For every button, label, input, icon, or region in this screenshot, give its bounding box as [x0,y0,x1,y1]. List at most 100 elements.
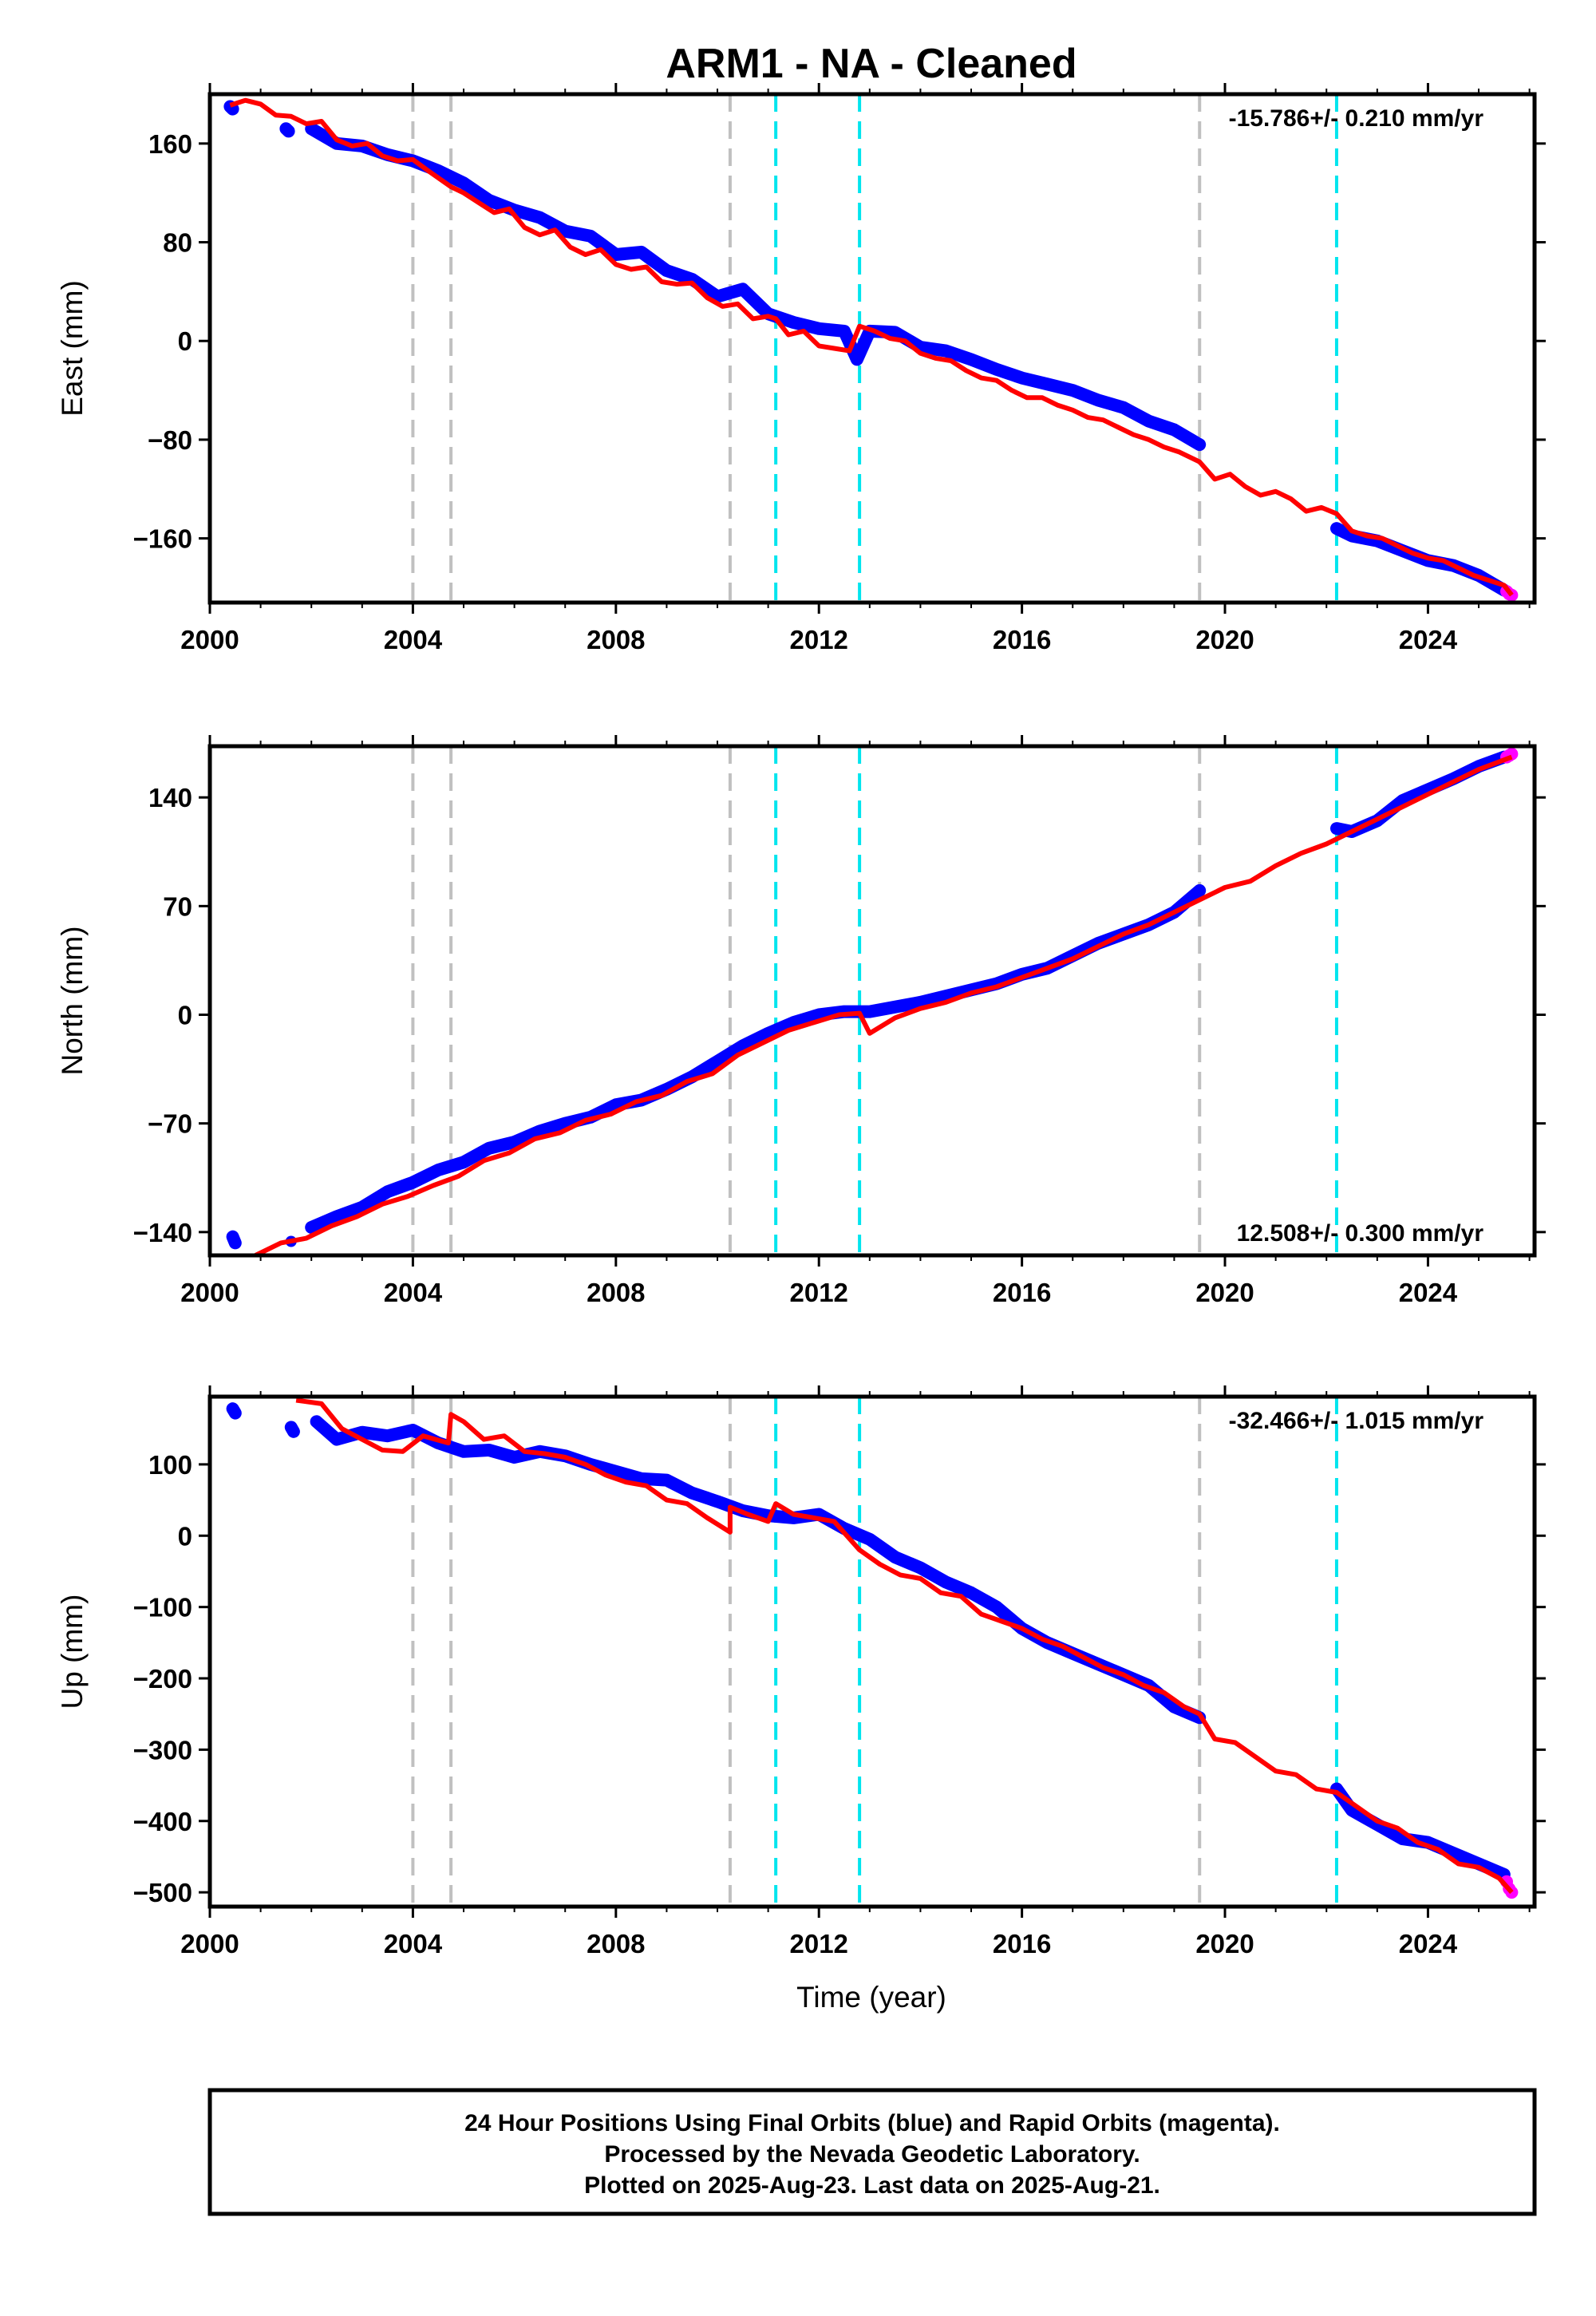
north-final-orbits-point [813,1009,825,1021]
up-final-orbits-point [610,1465,622,1477]
east-final-orbits-point [851,354,863,366]
north-frame [207,744,1537,1258]
east-final-orbits-point [1194,439,1206,451]
east-final-orbits-point [483,194,495,206]
north-x-tick-label: 2008 [587,1278,645,1307]
x-axis-label: Time (year) [796,1981,946,2014]
north-y-axis-label: North (mm) [56,926,89,1075]
up-final-orbits-point [407,1425,419,1437]
north-final-orbits-point [458,1156,470,1168]
up-final-orbits-band-2 [310,1415,1207,1725]
up-y-tick-label: 0 [178,1521,192,1551]
north-x-tick-label: 2016 [993,1278,1051,1307]
footer-line-3: Plotted on 2025-Aug-23. Last data on 202… [584,2172,1160,2199]
north-final-orbits-point [534,1125,546,1137]
north-final-orbits-point [762,1027,774,1039]
north-plot-area [226,746,1519,1255]
north-x-tick-label: 2000 [180,1278,239,1307]
north-final-orbits-point [229,1237,241,1249]
east-rate-text: -15.786+/- 0.210 mm/yr [1229,105,1484,132]
up-final-orbits-point [940,1576,952,1588]
north-final-orbits-point [508,1136,520,1148]
east-final-orbits-point [839,325,851,337]
north-final-orbits-point [788,1017,800,1029]
north-x-tick-label: 2020 [1195,1278,1254,1307]
east-final-orbits-point [1092,394,1104,406]
north-x-tick-label: 2004 [384,1278,443,1307]
figure-title: ARM1 - NA - Cleaned [666,41,1077,87]
east-final-orbits-point [1067,385,1079,397]
east-final-orbits-point [788,317,800,329]
up-final-orbits-point [508,1451,520,1463]
east-y-tick-label: 0 [178,326,192,356]
east-final-orbits-point [966,354,978,366]
east-final-orbits-point [227,103,239,115]
north-final-orbits-point [712,1055,724,1067]
north-final-orbits-point [559,1117,571,1129]
east-frame [207,92,1537,605]
north-x-tick-label: 2024 [1399,1278,1458,1307]
footer-box [207,2088,1537,2216]
north-final-orbits-point [863,1006,875,1018]
east-y-tick-label: 160 [148,129,192,159]
up-x-tick-label: 2024 [1399,1929,1458,1958]
north-final-orbits-point [737,1040,749,1052]
up-final-orbits-point [483,1445,495,1456]
east-final-orbits-point [610,248,622,260]
east-final-orbits-point [559,225,571,237]
footer-line-1: 24 Hour Positions Using Final Orbits (bl… [464,2110,1280,2136]
up-final-orbits-point [966,1587,978,1599]
north-x-tick-label: 2012 [790,1278,848,1307]
east-y-tick-label: 80 [163,228,192,258]
north-final-orbits-point [1330,823,1342,835]
north-final-orbits-point [610,1099,622,1111]
east-final-orbits-point [585,230,597,242]
north-final-orbits-point [889,1001,901,1013]
north-y-tick-label: 140 [148,783,192,812]
up-y-tick-label: 100 [148,1450,192,1480]
north-final-orbits-point [331,1211,343,1223]
footer-line-2: Processed by the Nevada Geodetic Laborat… [604,2141,1140,2168]
up-final-orbits-point [229,1407,241,1419]
up-final-orbits-point [381,1430,393,1442]
up-final-orbits-point [990,1601,1002,1613]
east-y-tick-label: −80 [148,425,192,455]
east-x-tick-label: 2000 [180,625,239,654]
east-final-orbits-point [889,326,901,338]
east-panel: 2000 2004 2008 2012 2016 2020 2024 160 80 0 −80 −16… [56,83,1546,654]
east-final-orbits-point [534,211,546,223]
up-final-orbits-point [915,1562,926,1574]
east-final-orbits-point [282,125,294,137]
up-y-axis-label: Up (mm) [56,1595,89,1709]
east-final-orbits-point [635,246,647,258]
up-frame [207,1394,1537,1909]
north-y-tick-label: 0 [178,1001,192,1030]
east-final-orbits-point [1143,415,1155,427]
east-x-tick-label: 2020 [1195,625,1254,654]
up-y-tick-label: −400 [133,1807,192,1836]
north-panel: 2000 2004 2008 2012 2016 2020 2024 140 70 0 −70 −14… [56,735,1546,1307]
east-y-axis-label: East (mm) [56,280,89,417]
up-x-tick-label: 2012 [790,1929,848,1958]
east-y-tick-label: −160 [133,524,192,554]
north-final-orbits-point [306,1221,318,1233]
up-final-orbits-point [310,1416,322,1428]
east-final-orbits-point [1117,401,1129,413]
north-y-tick-label: −70 [148,1109,192,1139]
up-final-orbits-point [356,1426,368,1438]
up-final-orbits-point [661,1474,673,1486]
up-plot-area [226,1397,1519,1907]
east-final-orbits-point [306,123,318,135]
north-final-orbits-point [915,996,926,1008]
east-x-tick-label: 2008 [587,625,645,654]
east-final-orbits-point [1041,378,1053,390]
east-final-orbits-point [1330,523,1342,535]
up-final-orbits-point [889,1551,901,1563]
east-final-orbits-point [813,322,825,334]
up-final-orbits-point [712,1496,724,1508]
east-final-orbits-point [1016,372,1028,384]
north-final-orbits-point [433,1164,444,1176]
up-final-orbits-point [686,1487,698,1499]
east-x-tick-label: 2016 [993,625,1051,654]
up-y-tick-label: −500 [133,1878,192,1907]
